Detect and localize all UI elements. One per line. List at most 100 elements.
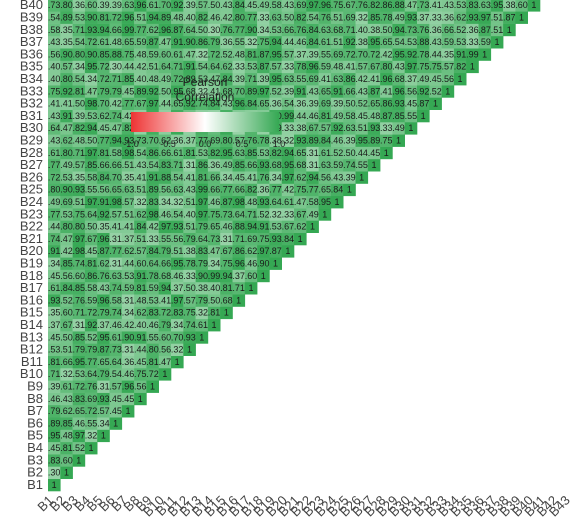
legend-ticks: -1.0 -0.5 0.0 0.5 1.0 <box>123 139 285 149</box>
heatmap-cell-value: .66 <box>245 160 258 170</box>
heatmap-cell <box>244 11 258 24</box>
heatmap-cell-value: .57 <box>232 135 245 145</box>
heatmap-cell <box>343 0 356 12</box>
heatmap-cell <box>392 0 405 12</box>
heatmap-cell <box>109 281 123 295</box>
heatmap-cell-value: .87 <box>257 62 270 72</box>
heatmap-cell-value: .33 <box>183 271 196 281</box>
heatmap-cell-value: 1 <box>507 25 512 35</box>
heatmap-cell-value: .62 <box>97 111 110 121</box>
heatmap-cell-value: .78 <box>183 258 196 268</box>
heatmap-cell <box>48 306 61 320</box>
heatmap-cell <box>220 306 233 320</box>
y-tick-label: B3 <box>27 452 43 467</box>
heatmap-cell <box>404 35 418 49</box>
heatmap-cell-value: .90 <box>183 37 196 47</box>
heatmap-cell <box>84 11 98 24</box>
heatmap-cell <box>232 281 246 295</box>
heatmap-cell <box>72 72 86 86</box>
heatmap-cell-value: .71 <box>343 25 356 35</box>
heatmap-cell <box>515 0 528 12</box>
heatmap-cell-value: .84 <box>208 99 221 109</box>
heatmap-cell <box>220 208 233 221</box>
heatmap-cell-value: .76 <box>72 295 85 305</box>
y-tick-label: B39 <box>20 9 43 24</box>
heatmap-cell <box>195 257 209 270</box>
heatmap-cell-value: .39 <box>306 49 319 59</box>
heatmap-cell-value: 1 <box>64 468 69 478</box>
heatmap-cell <box>121 208 135 221</box>
heatmap-cell-value: .93 <box>368 123 381 133</box>
heatmap-cell-value: .43 <box>97 283 110 293</box>
heatmap-cell <box>109 331 123 344</box>
heatmap-cell-value: .48 <box>368 111 381 121</box>
heatmap-cell <box>306 85 319 98</box>
heatmap-cell-value: .79 <box>159 320 172 330</box>
heatmap-cell <box>330 146 344 160</box>
heatmap-cell <box>355 72 369 86</box>
heatmap-cell-value: .76 <box>257 172 270 182</box>
heatmap-cell <box>48 171 61 184</box>
heatmap-cell <box>158 269 172 283</box>
heatmap-cell-value: .85 <box>60 258 73 268</box>
heatmap-cell-value: .92 <box>97 209 110 219</box>
heatmap-cell-value: .79 <box>109 86 122 96</box>
heatmap-cell-value: .77 <box>48 160 61 170</box>
heatmap-cell <box>183 183 196 197</box>
heatmap-cell-value: .87 <box>171 25 184 35</box>
heatmap-cell-value: .47 <box>60 123 73 133</box>
heatmap-cell-value: .34 <box>72 62 85 72</box>
heatmap-cell-value: .76 <box>355 0 368 10</box>
heatmap-cell-value: .93 <box>405 12 418 22</box>
heatmap-cell-value: .52 <box>454 25 467 35</box>
heatmap-cell <box>306 23 319 37</box>
heatmap-cell-value: .31 <box>306 160 319 170</box>
heatmap-cell-value: .47 <box>85 86 98 96</box>
heatmap-cell-value: .65 <box>72 406 85 416</box>
heatmap-cell <box>306 183 319 197</box>
heatmap-cell-value: .66 <box>159 258 172 268</box>
heatmap-cell-value: .35 <box>441 49 454 59</box>
heatmap-cell <box>121 343 135 356</box>
heatmap-cell-value: .40 <box>134 320 147 330</box>
heatmap-cell-value: .65 <box>257 99 270 109</box>
heatmap-cell-value: .91 <box>454 49 467 59</box>
heatmap-cell <box>269 97 282 110</box>
heatmap-cell <box>294 158 307 172</box>
heatmap-cell-value: .56 <box>159 345 172 355</box>
heatmap-cell-value: .74 <box>72 258 85 268</box>
heatmap-cell <box>60 454 73 467</box>
heatmap-cell-value: .73 <box>48 0 61 10</box>
heatmap-cell-value: .52 <box>60 295 73 305</box>
heatmap-cell-value: .96 <box>97 234 110 244</box>
heatmap-cell <box>417 85 430 98</box>
heatmap-cell <box>306 122 319 135</box>
heatmap-cell <box>429 72 442 86</box>
heatmap-cell-value: .98 <box>232 197 245 207</box>
heatmap-cell <box>207 220 221 233</box>
heatmap-cell <box>72 294 86 307</box>
heatmap-cell-value: .92 <box>146 86 159 96</box>
heatmap-cell <box>318 122 332 135</box>
heatmap-cell <box>183 158 196 172</box>
heatmap-cell <box>281 35 295 49</box>
heatmap-cell-value: 1 <box>162 369 167 379</box>
heatmap-cell-value: .43 <box>60 394 73 404</box>
heatmap-cell-value: .45 <box>48 443 61 453</box>
heatmap-cell <box>429 60 442 74</box>
heatmap-cell-value: .41 <box>343 62 356 72</box>
heatmap-cell <box>183 171 196 184</box>
heatmap-cell <box>48 232 61 246</box>
heatmap-cell <box>134 392 147 406</box>
heatmap-cell-value: .49 <box>417 74 430 84</box>
heatmap-cell <box>404 11 418 24</box>
heatmap-cell-value: .50 <box>343 99 356 109</box>
heatmap-cell <box>158 245 172 258</box>
heatmap-cell-value: .44 <box>159 99 172 109</box>
heatmap-cell <box>158 318 172 332</box>
heatmap-cell-value: .71 <box>109 74 122 84</box>
heatmap-cell <box>97 72 110 86</box>
heatmap-cell <box>343 109 356 123</box>
heatmap-cell-value: .97 <box>282 172 295 182</box>
heatmap-cell-value: .31 <box>109 234 122 244</box>
